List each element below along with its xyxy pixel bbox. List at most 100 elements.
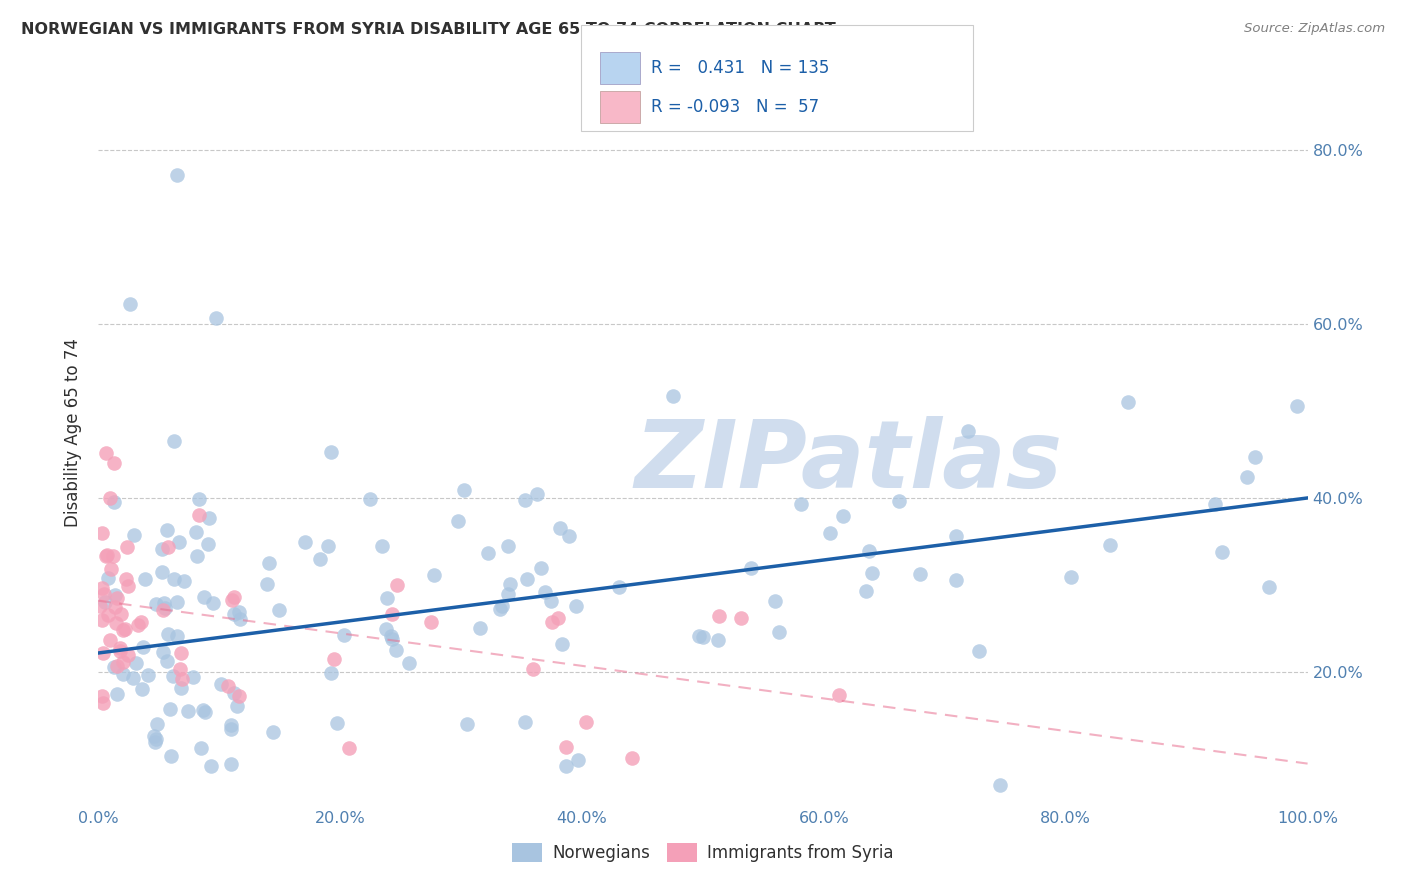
Point <box>94 549 117 563</box>
Text: R = -0.093   N =  57: R = -0.093 N = 57 <box>651 98 820 116</box>
Point <box>990 778 1012 792</box>
Point <box>221 593 243 607</box>
Point <box>143 734 166 748</box>
Point <box>186 549 208 564</box>
Point <box>146 717 169 731</box>
Point <box>547 611 569 625</box>
Point <box>103 456 125 470</box>
Point <box>163 572 186 586</box>
Point <box>1098 538 1121 552</box>
Point <box>96 607 118 622</box>
Point <box>184 524 207 539</box>
Point <box>152 603 174 617</box>
Point <box>499 577 522 591</box>
Point <box>1258 580 1281 594</box>
Point <box>489 602 512 616</box>
Point <box>181 670 204 684</box>
Point <box>96 548 118 562</box>
Point <box>170 646 193 660</box>
Point <box>858 544 880 558</box>
Point <box>217 679 239 693</box>
Point <box>555 759 578 773</box>
Point <box>321 445 343 459</box>
Point <box>89 599 111 614</box>
Point <box>222 607 245 621</box>
Point <box>967 644 990 658</box>
Point <box>1244 450 1267 465</box>
Point <box>132 640 155 654</box>
Point <box>127 617 149 632</box>
Point <box>498 539 520 553</box>
Point <box>706 633 728 648</box>
Point <box>96 445 118 459</box>
Point <box>150 542 173 557</box>
Point <box>789 497 811 511</box>
Point <box>541 615 564 630</box>
Point <box>187 508 209 523</box>
Point <box>530 561 553 575</box>
Point <box>170 681 193 695</box>
Point <box>1204 497 1226 511</box>
Point <box>707 608 730 623</box>
Text: Source: ZipAtlas.com: Source: ZipAtlas.com <box>1244 22 1385 36</box>
Point <box>384 642 406 657</box>
Point <box>308 552 330 566</box>
Point <box>136 667 159 681</box>
Point <box>908 566 931 581</box>
Point <box>1116 394 1139 409</box>
Point <box>198 511 221 525</box>
Point <box>104 588 127 602</box>
Point <box>692 630 714 644</box>
Point <box>740 561 762 575</box>
Point <box>567 753 589 767</box>
Point <box>945 529 967 543</box>
Point <box>117 579 139 593</box>
Point <box>105 687 128 701</box>
Point <box>187 491 209 506</box>
Point <box>555 740 578 755</box>
Point <box>219 722 242 736</box>
Point <box>118 297 141 311</box>
Point <box>103 494 125 508</box>
Point <box>205 310 228 325</box>
Point <box>191 703 214 717</box>
Point <box>228 605 250 619</box>
Point <box>108 641 131 656</box>
Point <box>385 578 408 592</box>
Point <box>380 629 402 643</box>
Point <box>398 656 420 670</box>
Point <box>156 655 179 669</box>
Point <box>91 525 114 540</box>
Point <box>620 750 643 764</box>
Point <box>229 611 252 625</box>
Point <box>375 591 398 606</box>
Point <box>575 715 598 730</box>
Point <box>159 701 181 715</box>
Point <box>222 591 245 605</box>
Point <box>90 581 112 595</box>
Point <box>219 718 242 732</box>
Point <box>156 523 179 537</box>
Point <box>456 717 478 731</box>
Point <box>169 535 191 549</box>
Text: R =   0.431   N = 135: R = 0.431 N = 135 <box>651 59 830 77</box>
Point <box>860 566 883 581</box>
Point <box>228 689 250 703</box>
Point <box>548 521 571 535</box>
Point <box>661 389 683 403</box>
Point <box>855 584 877 599</box>
Point <box>142 729 165 743</box>
Point <box>91 646 114 660</box>
Point <box>468 621 491 635</box>
Point <box>222 686 245 700</box>
Point <box>105 591 128 606</box>
Point <box>294 535 316 549</box>
Point <box>381 607 404 621</box>
Point <box>534 584 557 599</box>
Point <box>209 677 232 691</box>
Point <box>730 611 752 625</box>
Point <box>828 688 851 702</box>
Point <box>98 491 121 505</box>
Point <box>477 546 499 560</box>
Point <box>1211 545 1233 559</box>
